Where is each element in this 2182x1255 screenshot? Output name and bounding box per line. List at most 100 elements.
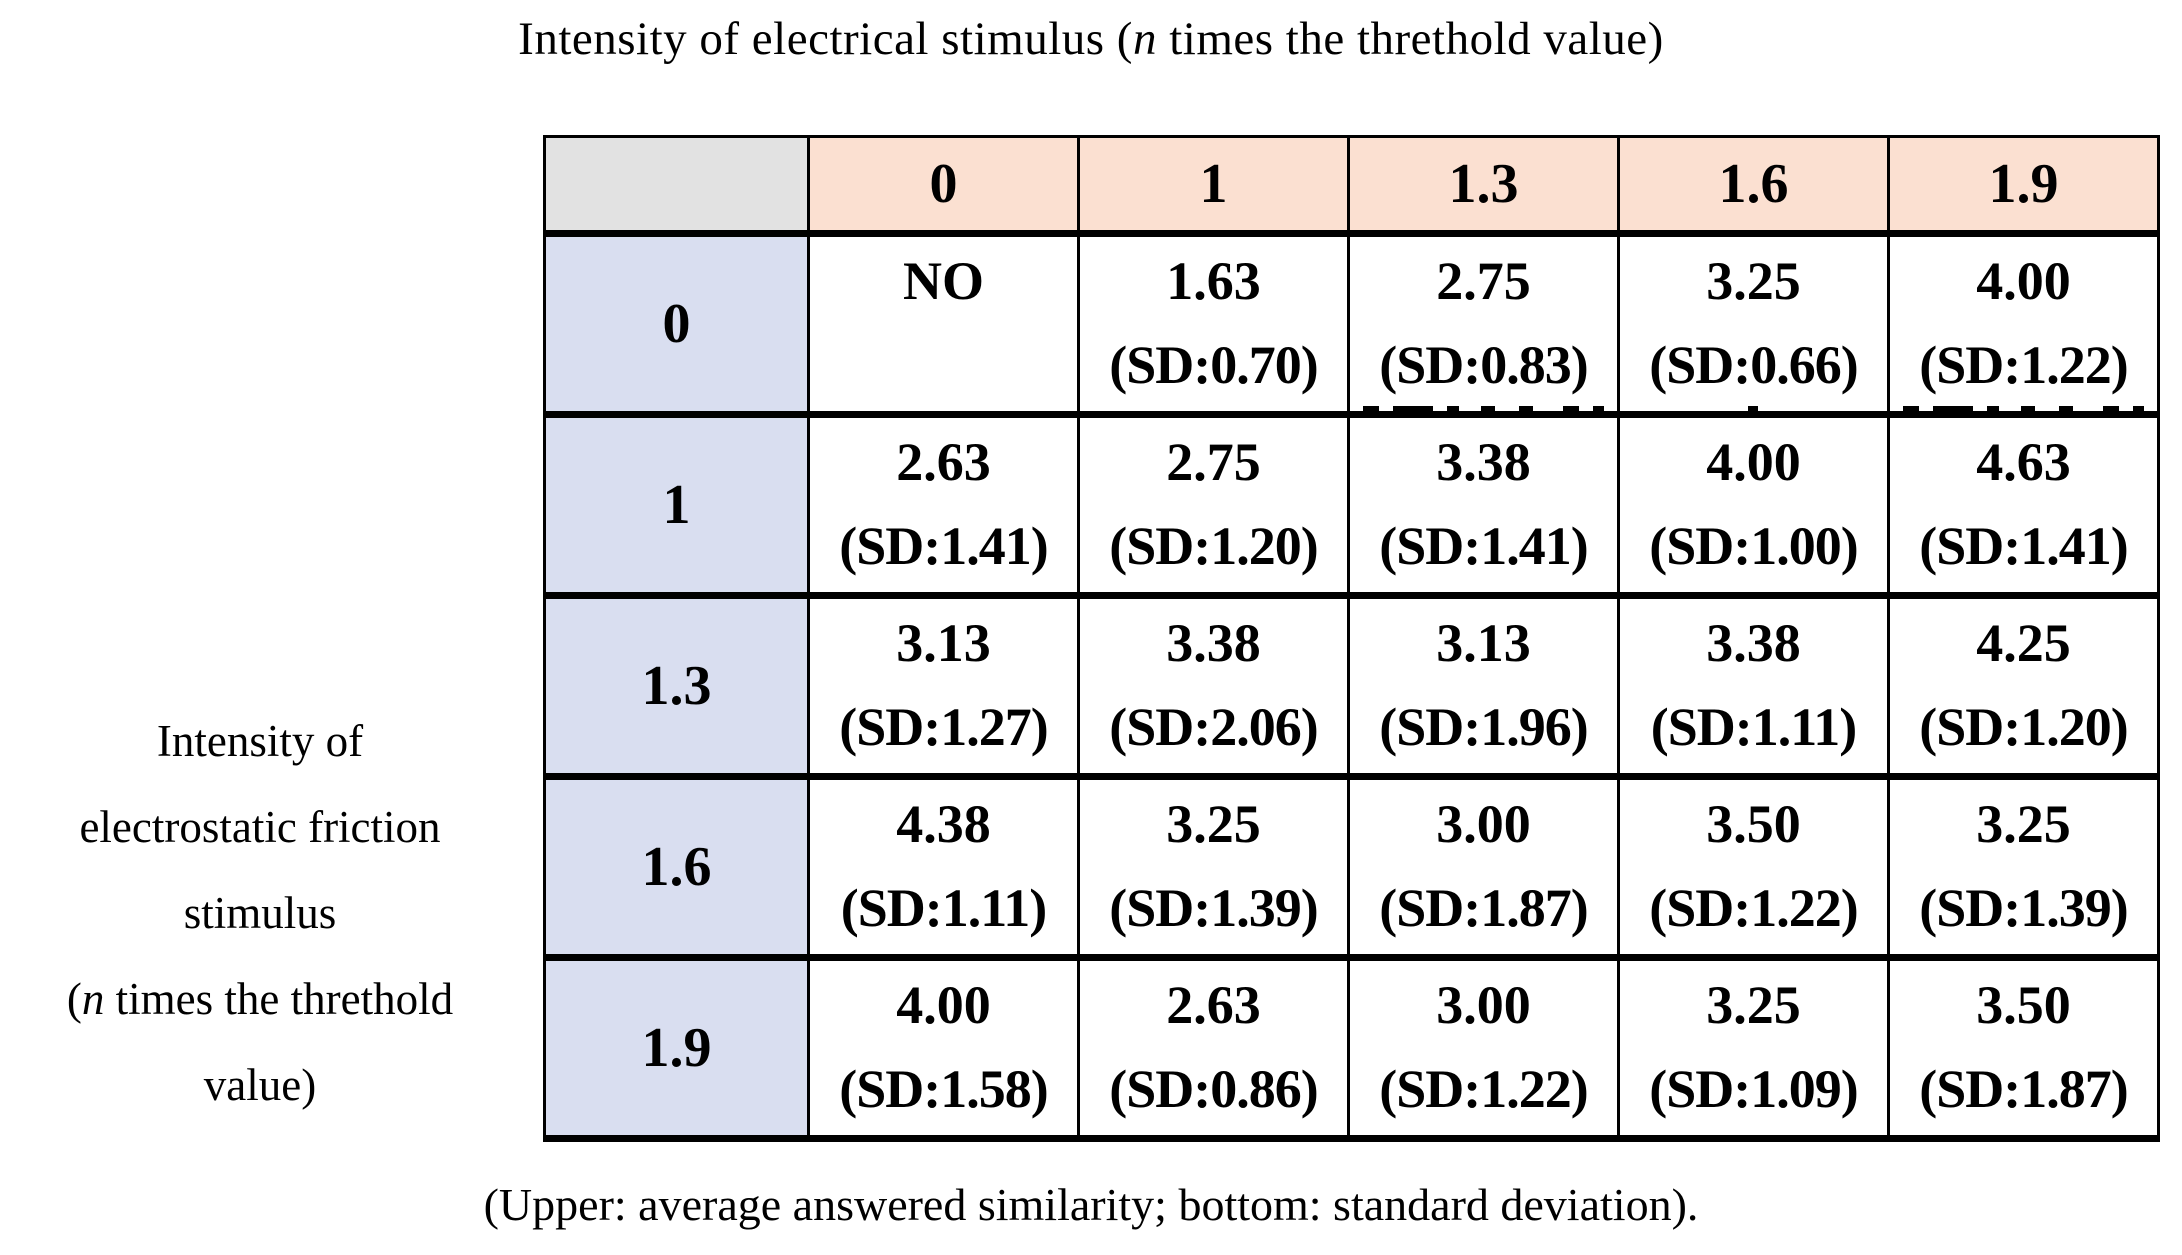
row-axis-label-variable-n: n [81,974,105,1024]
row-header-1.6: 1.6 [543,773,810,959]
cell-average: 1.63 [1166,251,1261,311]
cell-average: 3.38 [1706,613,1801,673]
cell-sd: (SD:0.83) [1379,335,1588,395]
cell-average: 3.50 [1706,794,1801,854]
table-cell: NO [807,230,1080,416]
table-cell: 2.63 (SD:0.86) [1077,954,1350,1140]
cell-sd: (SD:0.70) [1109,335,1318,395]
table-title-suffix: times the threthold value) [1156,13,1664,65]
row-header-1: 1 [543,411,810,597]
row-axis-label-line3: stimulus [183,888,337,938]
cell-average: 3.25 [1976,794,2071,854]
clipped-text-artifact [1363,406,1604,411]
column-header-row: 0 1 1.3 1.6 1.9 [543,135,2160,237]
cell-sd: (SD:1.41) [1379,516,1588,576]
row-axis-label-line1: Intensity of [156,716,364,766]
column-header-1: 1 [1077,135,1350,237]
cell-sd: (SD:1.87) [1919,1059,2128,1119]
cell-average: 3.00 [1436,975,1531,1035]
cell-average: NO [903,251,984,311]
table-cell: 2.63 (SD:1.41) [807,411,1080,597]
row-axis-label-line5: value) [203,1060,317,1110]
table-cell: 3.00 (SD:1.22) [1347,954,1620,1140]
cell-sd: (SD:0.86) [1109,1059,1318,1119]
cell-sd: (SD:1.41) [1919,516,2128,576]
table-cell: 3.38 (SD:1.41) [1347,411,1620,597]
cell-sd: (SD:1.22) [1649,878,1858,938]
cell-average: 4.00 [1976,251,2071,311]
table-cell: 3.25 (SD:1.39) [1077,773,1350,959]
cell-sd: (SD:1.11) [1650,697,1858,757]
column-header-1.6: 1.6 [1617,135,1890,237]
table-cell: 3.50 (SD:1.87) [1887,954,2160,1140]
cell-sd: (SD:1.20) [1919,697,2128,757]
column-header-0: 0 [807,135,1080,237]
row-header-0: 0 [543,230,810,416]
table-cell: 2.75 (SD:1.20) [1077,411,1350,597]
cell-average: 4.38 [896,794,991,854]
table-title: Intensity of electrical stimulus (n time… [0,12,2182,66]
cell-sd: (SD:1.58) [839,1059,1048,1119]
table-row: 0 NO 1.63 (SD:0.70) 2.75 (SD:0.83) 3.25 … [543,230,2160,416]
table-title-variable-n: n [1132,13,1157,65]
cell-sd: (SD:1.20) [1109,516,1318,576]
table-cell: 2.75 (SD:0.83) [1347,230,1620,416]
table-cell: 4.00 (SD:1.00) [1617,411,1890,597]
table-cell: 3.25 (SD:0.66) [1617,230,1890,416]
cell-average: 3.00 [1436,794,1531,854]
cell-average: 4.00 [896,975,991,1035]
cell-sd: (SD:0.66) [1649,335,1858,395]
cell-sd: (SD:1.22) [1379,1059,1588,1119]
cell-average: 3.25 [1706,975,1801,1035]
cell-average: 4.63 [1976,432,2071,492]
cell-sd: (SD:1.09) [1649,1059,1858,1119]
cell-sd: (SD:1.87) [1379,878,1588,938]
cell-average: 3.13 [1436,613,1531,673]
cell-sd: (SD:1.39) [1109,878,1318,938]
table-row: 1.6 4.38 (SD:1.11) 3.25 (SD:1.39) 3.00 (… [543,773,2160,959]
cell-sd: (SD:1.39) [1919,878,2128,938]
row-axis-label-line4: (n times the threthold [66,974,454,1024]
cell-sd [812,323,1076,407]
table-cell: 3.38 (SD:1.11) [1617,592,1890,778]
table-row: 1 2.63 (SD:1.41) 2.75 (SD:1.20) 3.38 (SD… [543,411,2160,597]
cell-average: 2.63 [896,432,991,492]
table-cell: 4.00 (SD:1.22) [1887,230,2160,416]
table-row: 1.3 3.13 (SD:1.27) 3.38 (SD:2.06) 3.13 (… [543,592,2160,778]
cell-average: 4.25 [1976,613,2071,673]
clipped-text-artifact [1903,406,2144,411]
row-axis-label-line2: electrostatic friction [79,802,441,852]
table-cell: 3.38 (SD:2.06) [1077,592,1350,778]
cell-sd: (SD:2.06) [1109,697,1318,757]
table-row: 1.9 4.00 (SD:1.58) 2.63 (SD:0.86) 3.00 (… [543,954,2160,1140]
row-header-1.9: 1.9 [543,954,810,1140]
table-cell: 4.38 (SD:1.11) [807,773,1080,959]
cell-sd: (SD:1.96) [1379,697,1588,757]
table-cell: 3.50 (SD:1.22) [1617,773,1890,959]
cell-average: 2.75 [1166,432,1261,492]
row-header-1.3: 1.3 [543,592,810,778]
row-axis-label: Intensity of electrostatic friction stim… [0,698,520,1128]
cell-average: 3.50 [1976,975,2071,1035]
cell-average: 3.25 [1166,794,1261,854]
clipped-text-artifact [1748,406,1759,411]
table-cell: 4.00 (SD:1.58) [807,954,1080,1140]
table-cell: 4.63 (SD:1.41) [1887,411,2160,597]
cell-sd: (SD:1.11) [840,878,1048,938]
cell-average: 3.13 [896,613,991,673]
cell-average: 3.38 [1166,613,1261,673]
cell-average: 4.00 [1706,432,1801,492]
table-cell: 4.25 (SD:1.20) [1887,592,2160,778]
corner-cell [543,135,810,237]
cell-sd: (SD:1.27) [839,697,1048,757]
cell-average: 2.63 [1166,975,1261,1035]
cell-sd: (SD:1.22) [1919,335,2128,395]
cell-average: 2.75 [1436,251,1531,311]
cell-average: 3.25 [1706,251,1801,311]
table-cell: 3.13 (SD:1.27) [807,592,1080,778]
column-header-1.9: 1.9 [1887,135,2160,237]
table-cell: 3.13 (SD:1.96) [1347,592,1620,778]
cell-average: 3.38 [1436,432,1531,492]
column-header-1.3: 1.3 [1347,135,1620,237]
table-cell: 1.63 (SD:0.70) [1077,230,1350,416]
